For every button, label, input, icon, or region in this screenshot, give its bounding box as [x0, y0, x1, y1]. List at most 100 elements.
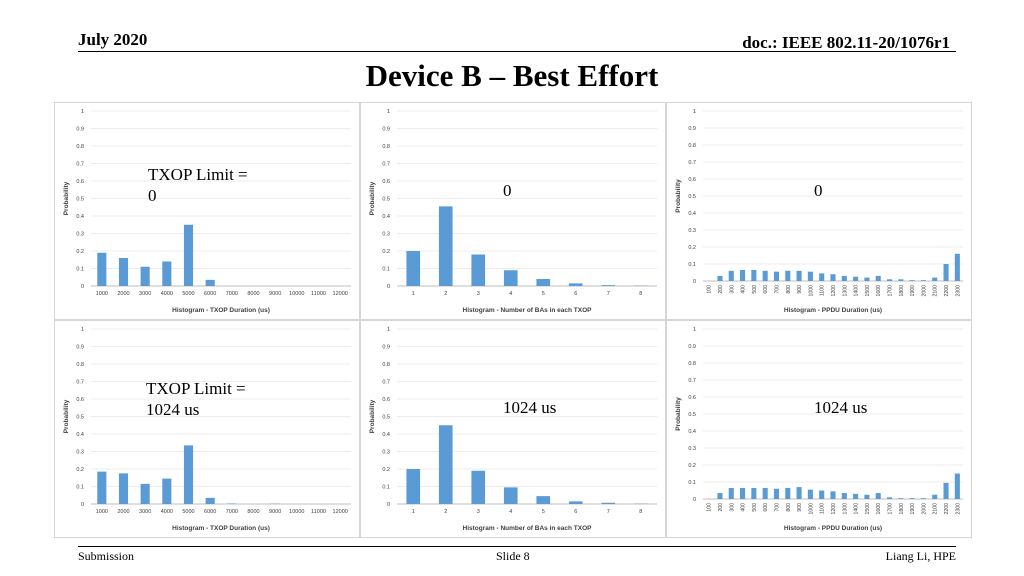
bar: [853, 276, 859, 281]
y-tick-label: 0: [81, 284, 84, 290]
y-tick-label: 0.9: [76, 345, 84, 351]
y-tick-label: 0.5: [76, 197, 84, 203]
bar: [932, 277, 938, 281]
bar: [830, 491, 836, 499]
bar: [183, 445, 194, 504]
y-axis-title: Probability: [63, 181, 70, 215]
bar: [438, 206, 453, 286]
chart-panel-r1c1: 0 0.1 0.2 0.3 0.4 0.5 0.6 0.7 0.8 0.9 1 1000 2000 300…: [54, 102, 360, 320]
bar: [762, 487, 768, 499]
x-tick-label: 1500: [865, 503, 871, 515]
x-tick-label: 2100: [933, 503, 939, 515]
x-tick-label: 5000: [182, 291, 194, 297]
bar: [841, 275, 847, 281]
footer-submission: Submission: [78, 549, 135, 563]
x-tick-label: 4: [509, 509, 512, 515]
x-axis-title: Histogram - Number of BAs in each TXOP: [463, 525, 593, 532]
x-tick-label: 300: [729, 285, 735, 294]
x-axis-title: Histogram - PPDU Duration (us): [784, 307, 882, 314]
x-tick-label: 100: [707, 503, 713, 512]
y-tick-label: 0: [387, 502, 390, 508]
bar: [140, 483, 150, 504]
bar: [162, 478, 172, 504]
y-tick-label: 0.1: [382, 485, 390, 491]
annotation-r2c3: 1024 us: [814, 398, 868, 417]
x-tick-label: 2200: [944, 285, 950, 297]
y-tick-label: 0.5: [688, 412, 696, 418]
y-tick-label: 0.7: [382, 380, 390, 386]
y-tick-label: 1: [387, 327, 390, 333]
x-tick-label: 8000: [247, 291, 259, 297]
y-tick-label: 0: [693, 279, 696, 285]
y-tick-label: 0: [693, 497, 696, 503]
x-tick-label: 2000: [921, 503, 927, 515]
chart-r1c2: 0 0.1 0.2 0.3 0.4 0.5 0.6 0.7 0.8 0.9 1 1 2 3 4 5 6 7 8 His…: [369, 109, 657, 314]
header-doc-id: doc.: IEEE 802.11-20/1076r1: [742, 33, 950, 52]
bar: [406, 469, 421, 504]
x-tick-label: 4000: [161, 291, 173, 297]
x-tick-label: 2000: [921, 285, 927, 297]
y-tick-label: 0.9: [382, 127, 390, 133]
bar: [728, 487, 734, 499]
x-tick-label: 7: [607, 509, 610, 515]
y-tick-label: 0.6: [382, 179, 390, 185]
x-tick-label: 1800: [899, 503, 905, 515]
y-tick-label: 0.2: [688, 463, 696, 469]
bar: [909, 498, 915, 499]
y-tick-label: 0.9: [688, 344, 696, 350]
x-tick-label: 700: [774, 503, 780, 512]
chart-panel-r1c3: 0 0.1 0.2 0.3 0.4 0.5 0.6 0.7 0.8 0.9 1 100 200 300 40…: [666, 102, 972, 320]
y-tick-label: 0.6: [76, 397, 84, 403]
bar: [471, 470, 486, 504]
annotation-r2c1: TXOP Limit = 1024 us: [146, 379, 246, 419]
bar: [751, 269, 757, 281]
x-tick-label: 4: [509, 291, 512, 297]
x-tick-label: 1100: [820, 285, 826, 296]
footer-rule: [78, 546, 956, 547]
x-tick-label: 3: [477, 291, 480, 297]
header-date: July 2020: [78, 30, 148, 49]
y-tick-label: 0.3: [688, 228, 696, 234]
x-tick-label: 3000: [139, 291, 151, 297]
x-axis-title: Histogram - Number of BAs in each TXOP: [463, 307, 593, 314]
x-tick-label: 2300: [955, 503, 961, 515]
x-tick-label: 800: [786, 503, 792, 512]
bar: [785, 487, 791, 499]
x-tick-label: 11000: [311, 291, 326, 297]
x-axis-title: Histogram - TXOP Duration (us): [172, 525, 270, 532]
y-tick-label: 0.7: [688, 378, 696, 384]
x-tick-label: 6000: [204, 509, 216, 515]
bar: [807, 271, 813, 281]
y-tick-label: 0.8: [382, 144, 390, 150]
bar: [97, 252, 107, 286]
bar: [886, 279, 893, 281]
chart-panel-r2c1: 0 0.1 0.2 0.3 0.4 0.5 0.6 0.7 0.8 0.9 1 1000 2000 300…: [54, 320, 360, 538]
y-tick-label: 0: [81, 502, 84, 508]
bar: [568, 283, 583, 286]
y-tick-label: 0.1: [688, 262, 696, 268]
x-tick-label: 1000: [96, 291, 108, 297]
x-tick-label: 8: [639, 509, 642, 515]
bar: [796, 487, 802, 499]
bar: [954, 473, 960, 499]
x-tick-label: 5: [542, 509, 545, 515]
y-tick-label: 0.4: [688, 429, 696, 435]
y-tick-label: 0.3: [382, 450, 390, 456]
y-tick-label: 0.4: [688, 211, 696, 217]
bar: [773, 488, 780, 499]
bar: [503, 270, 518, 286]
bar: [909, 280, 915, 281]
bar: [568, 501, 583, 504]
x-tick-label: 12000: [333, 291, 348, 297]
y-tick-label: 0.3: [76, 450, 84, 456]
bar: [943, 482, 949, 499]
x-tick-label: 6: [574, 291, 577, 297]
bar: [773, 271, 780, 281]
y-tick-label: 0.7: [76, 162, 84, 168]
x-tick-label: 200: [718, 503, 724, 512]
bar: [830, 274, 836, 281]
x-tick-label: 2100: [933, 285, 939, 297]
x-tick-label: 1000: [96, 509, 108, 515]
x-tick-label: 1800: [899, 285, 905, 297]
